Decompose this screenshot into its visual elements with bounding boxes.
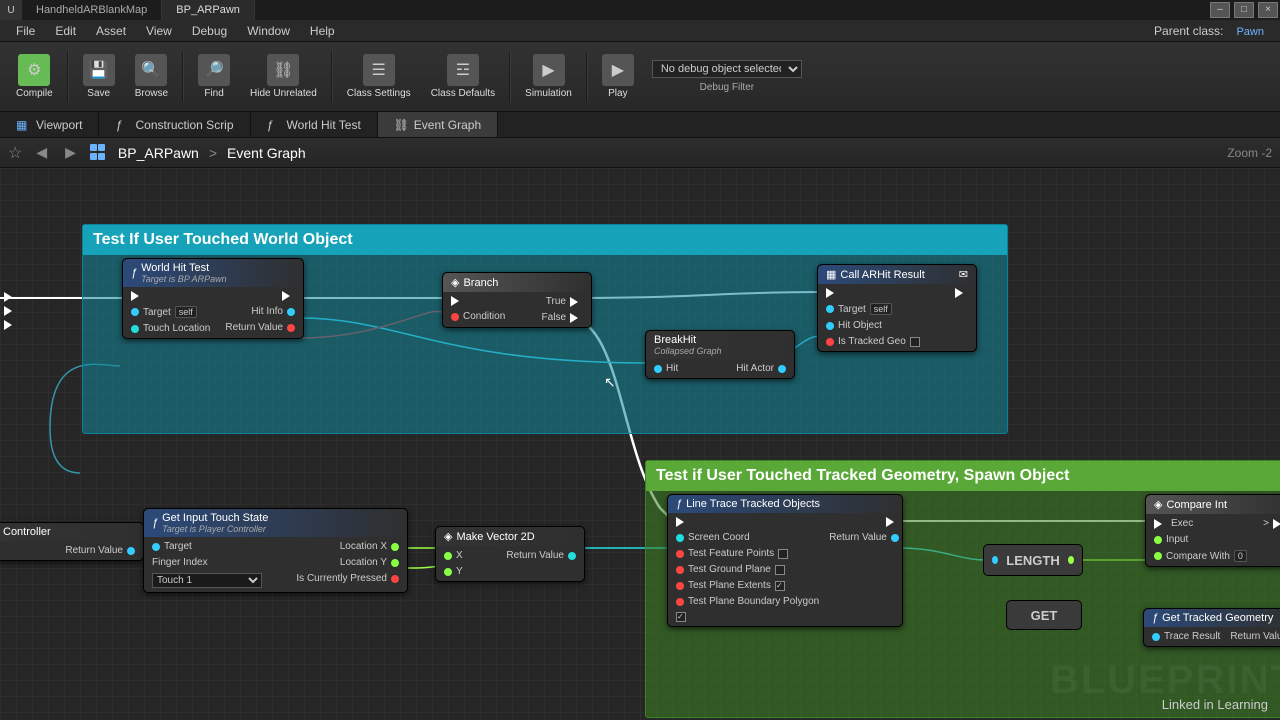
breadcrumb-leaf[interactable]: Event Graph: [227, 145, 306, 161]
save-icon: 💾: [83, 54, 115, 86]
node-touch-state[interactable]: ƒGet Input Touch StateTarget is Player C…: [143, 508, 408, 593]
maximize-button[interactable]: □: [1234, 2, 1254, 18]
comment-teal-title: Test If User Touched World Object: [83, 225, 1007, 255]
titlebar: U HandheldARBlankMap BP_ARPawn – □ ×: [0, 0, 1280, 20]
menu-help[interactable]: Help: [300, 24, 345, 38]
node-breakhit[interactable]: BreakHitCollapsed Graph Hit Hit Actor: [645, 330, 795, 379]
nav-back[interactable]: ◀: [32, 144, 51, 161]
node-controller[interactable]: Controller Return Value: [0, 522, 144, 561]
toolbar: ⚙Compile 💾Save 🔍Browse 🔎Find ⛓Hide Unrel…: [0, 42, 1280, 112]
grid-icon: [90, 144, 108, 162]
node-compare-int[interactable]: ◈ Compare Int Exec Input Compare With 0 …: [1145, 494, 1280, 567]
menu-debug[interactable]: Debug: [182, 24, 237, 38]
compile-button[interactable]: ⚙Compile: [6, 47, 63, 107]
find-icon: 🔎: [198, 54, 230, 86]
node-arhit[interactable]: ▦ Call ARHit Result ✉ Targetself Hit Obj…: [817, 264, 977, 352]
breadcrumb: ☆ ◀ ▶ BP_ARPawn > Event Graph Zoom -2: [0, 138, 1280, 168]
window-controls: – □ ×: [1208, 0, 1280, 20]
favorite-icon[interactable]: ☆: [8, 143, 22, 163]
cursor-icon: ↖: [604, 374, 616, 391]
menu-window[interactable]: Window: [237, 24, 300, 38]
node-get[interactable]: GET: [1006, 600, 1082, 630]
parent-class-link[interactable]: Pawn: [1236, 26, 1264, 38]
node-branch[interactable]: ◈ Branch Condition True False: [442, 272, 592, 328]
menu-asset[interactable]: Asset: [86, 24, 136, 38]
tab-viewport[interactable]: ▦Viewport: [0, 112, 99, 137]
menu-file[interactable]: File: [6, 24, 45, 38]
editor-tabs: ▦Viewport ƒConstruction Scrip ƒWorld Hit…: [0, 112, 1280, 138]
hide-unrelated-button[interactable]: ⛓Hide Unrelated: [240, 47, 327, 107]
app-icon: U: [0, 0, 22, 20]
save-button[interactable]: 💾Save: [73, 47, 125, 107]
node-make-vector[interactable]: ◈ Make Vector 2D X Y Return Value: [435, 526, 585, 582]
edge-pins: [0, 288, 21, 334]
defaults-icon: ☲: [447, 54, 479, 86]
find-button[interactable]: 🔎Find: [188, 47, 240, 107]
finger-index-dropdown[interactable]: Touch 1: [152, 573, 262, 588]
menu-view[interactable]: View: [136, 24, 182, 38]
linkedin-brand: Linked in Learning: [1162, 697, 1268, 712]
tab-worldhit[interactable]: ƒWorld Hit Test: [251, 112, 378, 137]
compile-icon: ⚙: [18, 54, 50, 86]
tab-eventgraph[interactable]: ⛓Event Graph: [378, 112, 498, 137]
debug-filter-label: Debug Filter: [700, 82, 754, 93]
node-world-hit-test[interactable]: ƒWorld Hit TestTarget is BP ARPawn Targe…: [122, 258, 304, 339]
tab-map[interactable]: HandheldARBlankMap: [22, 0, 162, 20]
simulation-button[interactable]: ▶Simulation: [515, 47, 582, 107]
debug-filter: No debug object selected ▾ Debug Filter: [652, 60, 802, 93]
sim-icon: ▶: [533, 54, 565, 86]
node-line-trace[interactable]: ƒ Line Trace Tracked Objects Screen Coor…: [667, 494, 903, 627]
breadcrumb-root[interactable]: BP_ARPawn: [118, 145, 199, 161]
tab-bp[interactable]: BP_ARPawn: [162, 0, 255, 20]
hide-icon: ⛓: [267, 54, 299, 86]
settings-icon: ☰: [363, 54, 395, 86]
play-button[interactable]: ▶Play: [592, 47, 644, 107]
graph-canvas[interactable]: Test If User Touched World Object Test i…: [0, 168, 1280, 720]
minimize-button[interactable]: –: [1210, 2, 1230, 18]
close-button[interactable]: ×: [1258, 2, 1278, 18]
browse-icon: 🔍: [135, 54, 167, 86]
tab-construction[interactable]: ƒConstruction Scrip: [99, 112, 250, 137]
browse-button[interactable]: 🔍Browse: [125, 47, 178, 107]
class-defaults-button[interactable]: ☲Class Defaults: [421, 47, 505, 107]
menubar: File Edit Asset View Debug Window Help P…: [0, 20, 1280, 42]
node-length[interactable]: LENGTH: [983, 544, 1083, 576]
parent-class-label: Parent class: Pawn: [1134, 24, 1274, 38]
nav-forward[interactable]: ▶: [61, 144, 80, 161]
comment-green-title: Test if User Touched Tracked Geometry, S…: [646, 461, 1280, 491]
play-icon: ▶: [602, 54, 634, 86]
class-settings-button[interactable]: ☰Class Settings: [337, 47, 421, 107]
debug-select[interactable]: No debug object selected ▾: [652, 60, 802, 78]
zoom-indicator: Zoom -2: [1227, 146, 1272, 160]
menu-edit[interactable]: Edit: [45, 24, 86, 38]
node-get-tracked[interactable]: ƒ Get Tracked Geometry Trace Result Retu…: [1143, 608, 1280, 647]
